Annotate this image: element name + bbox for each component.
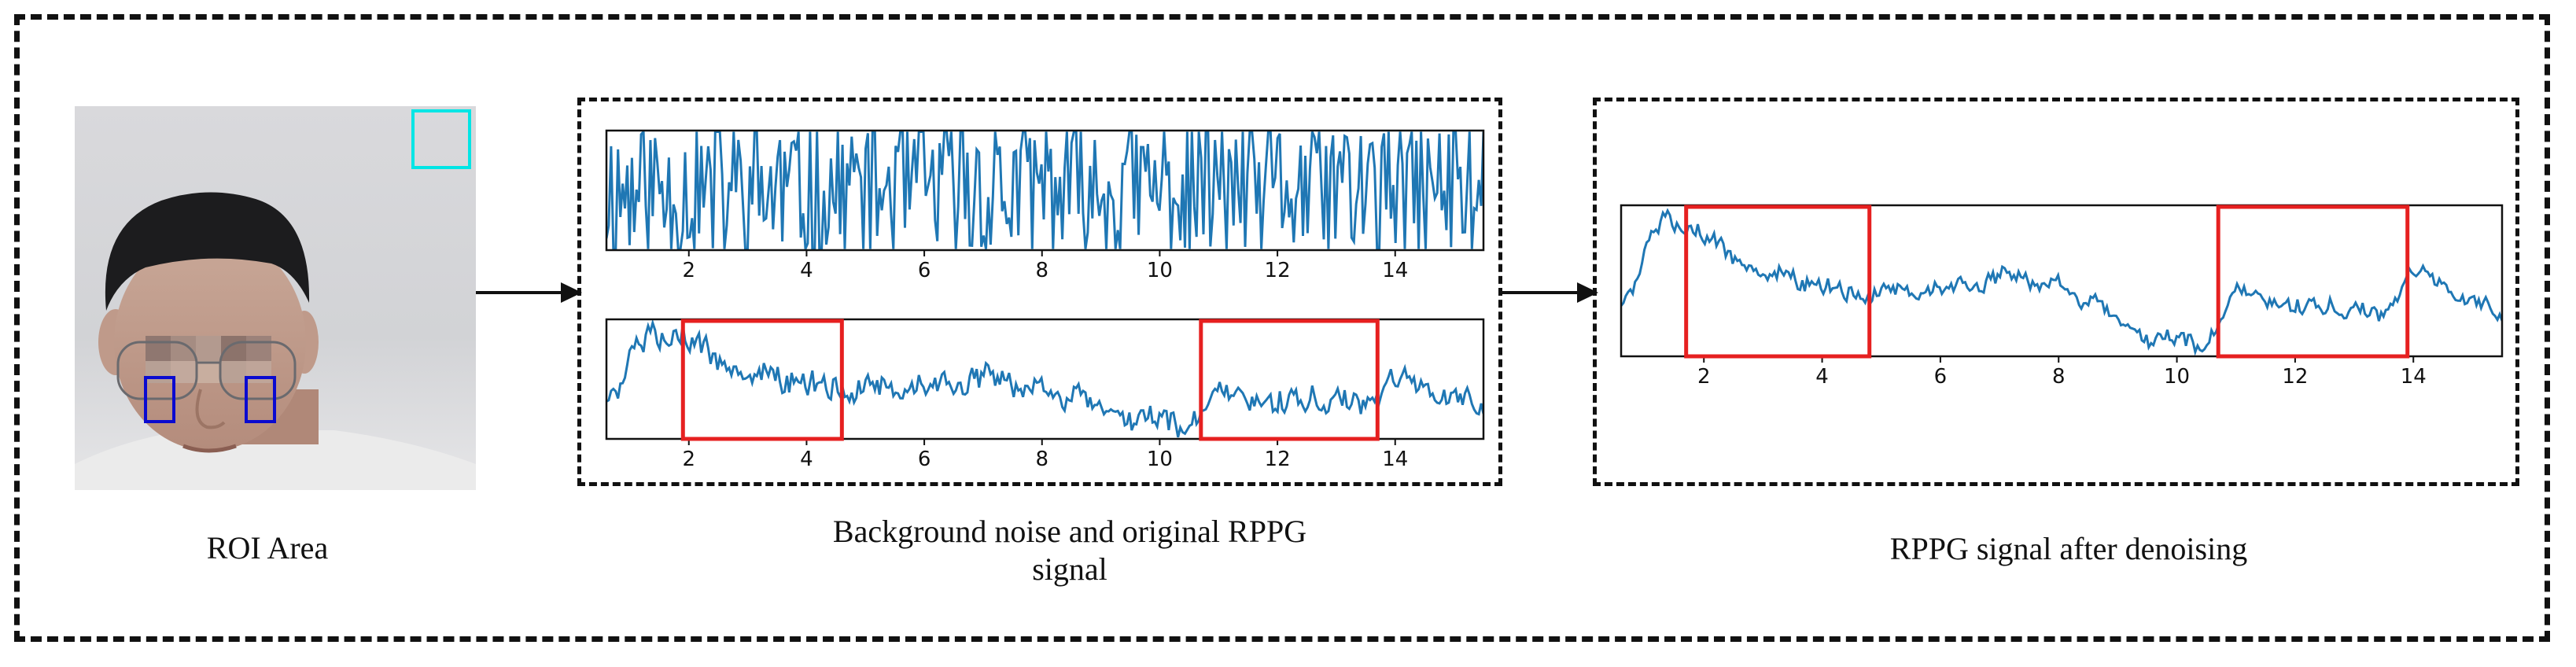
denoised-rppg-chart: 2 4 6 8 10 12 14	[1620, 204, 2504, 389]
highlight-box	[2216, 205, 2410, 359]
x-tick-label: 14	[1382, 448, 1408, 471]
x-tick-label: 12	[1265, 448, 1291, 471]
x-tick-label: 8	[1035, 448, 1048, 471]
x-tick-label: 2	[682, 259, 695, 282]
x-tick-label: 4	[800, 448, 813, 471]
original-rppg-chart: 2 4 6 8 10 12 14	[605, 318, 1485, 471]
highlight-box	[680, 319, 844, 441]
middle-caption-line2: signal	[1032, 551, 1107, 587]
right-cheek-roi	[245, 376, 276, 423]
right-panel	[1593, 98, 2519, 486]
right-caption: RPPG signal after denoising	[1889, 531, 2248, 566]
figure-frame	[14, 14, 2550, 642]
mouth	[182, 444, 237, 453]
nose	[195, 389, 226, 429]
roi-caption: ROI Area	[206, 530, 329, 566]
x-tick-label: 4	[1815, 365, 1829, 389]
plot-frame	[605, 318, 1485, 440]
x-tick-label: 2	[1697, 365, 1711, 389]
background-noise-chart: 2 4 6 8 10 12 14	[605, 129, 1485, 282]
face-illustration	[75, 109, 476, 490]
x-tick-label: 6	[1934, 365, 1948, 389]
highlight-box	[1199, 319, 1380, 441]
signal-line	[606, 319, 1483, 438]
plot-frame	[1620, 204, 2504, 358]
hair	[105, 192, 310, 311]
x-tick-label: 12	[1265, 259, 1291, 282]
x-tick-label: 4	[800, 259, 813, 282]
middle-caption-line1: Background noise and original RPPG	[832, 514, 1307, 549]
x-tick-label: 8	[1035, 259, 1048, 282]
signal-line	[606, 131, 1483, 250]
shirt	[75, 430, 476, 490]
x-tick-label: 8	[2052, 365, 2066, 389]
x-tick-label: 6	[918, 259, 931, 282]
x-tick-label: 10	[1147, 448, 1173, 471]
x-tick-label: 14	[2401, 365, 2427, 389]
right-arrow-icon	[476, 282, 582, 303]
x-tick-label: 12	[2282, 365, 2308, 389]
background-roi	[411, 109, 471, 169]
x-tick-label: 10	[1147, 259, 1173, 282]
left-cheek-roi	[144, 376, 175, 423]
x-tick-label: 6	[918, 448, 931, 471]
x-tick-label: 14	[1382, 259, 1408, 282]
roi-face-photo	[75, 106, 476, 490]
plot-frame	[605, 129, 1485, 252]
highlight-box	[1684, 205, 1872, 359]
x-tick-label: 2	[682, 448, 695, 471]
x-tick-label: 10	[2164, 365, 2190, 389]
signal-line	[1621, 208, 2502, 356]
right-arrow-icon	[1500, 282, 1598, 303]
glasses-icon	[116, 341, 297, 400]
